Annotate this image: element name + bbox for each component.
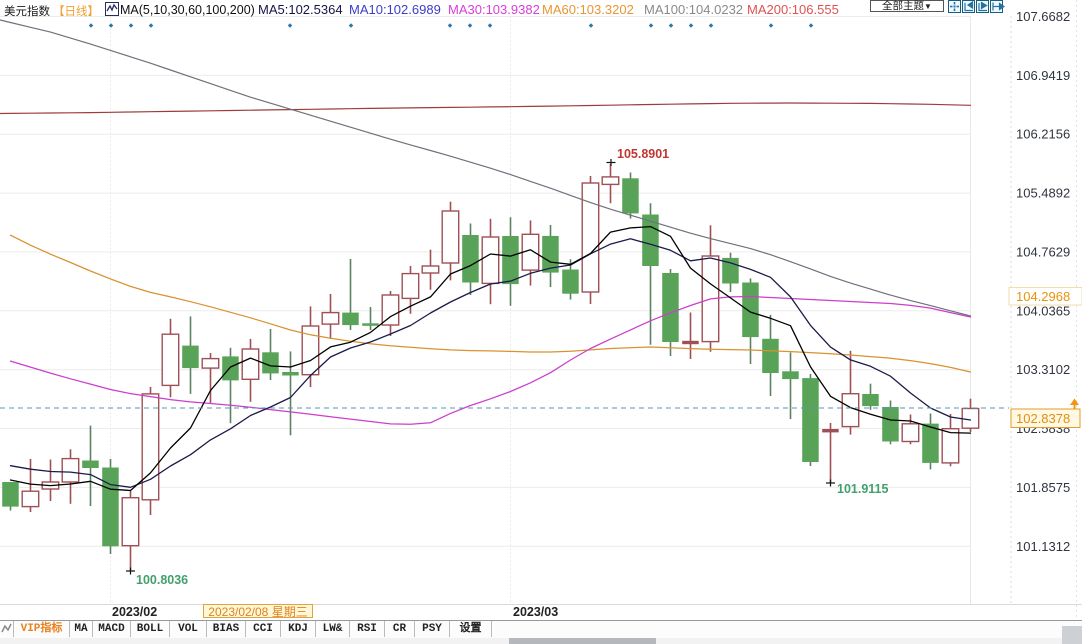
svg-text:101.9115: 101.9115 — [837, 482, 888, 496]
svg-text:105.4892: 105.4892 — [1016, 186, 1070, 201]
svg-text:102.8378: 102.8378 — [1016, 411, 1070, 426]
svg-text:106.9419: 106.9419 — [1016, 68, 1070, 83]
svg-text:103.3102: 103.3102 — [1016, 362, 1070, 377]
svg-text:104.7629: 104.7629 — [1016, 244, 1070, 259]
svg-text:106.2156: 106.2156 — [1016, 127, 1070, 142]
svg-text:107.6682: 107.6682 — [1016, 9, 1070, 24]
svg-text:104.2968: 104.2968 — [1016, 289, 1070, 304]
svg-text:104.0365: 104.0365 — [1016, 303, 1070, 318]
svg-text:101.8575: 101.8575 — [1016, 480, 1070, 495]
svg-text:105.8901: 105.8901 — [617, 147, 669, 161]
svg-text:101.1312: 101.1312 — [1016, 539, 1070, 554]
svg-text:100.8036: 100.8036 — [136, 573, 188, 587]
